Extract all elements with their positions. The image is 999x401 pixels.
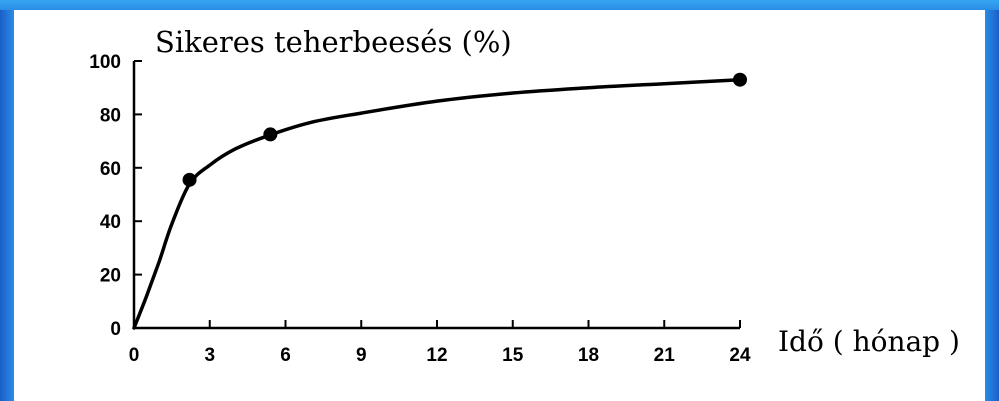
y-tick-label: 0 [110, 319, 121, 340]
ticks: 0 3 6 9 12 15 18 21 24 0 20 40 60 80 100 [89, 52, 751, 366]
x-tick-label: 21 [654, 345, 676, 366]
y-tick-label: 20 [100, 266, 121, 287]
data-point [733, 72, 747, 87]
x-tick-label: 0 [129, 345, 140, 366]
x-tick-label: 12 [426, 345, 447, 366]
series-line [132, 77, 742, 330]
slide-panel [14, 10, 985, 401]
x-tick-label: 6 [280, 345, 291, 366]
series [132, 72, 747, 330]
x-tick-label: 3 [204, 345, 215, 366]
data-point [263, 127, 278, 142]
y-tick-label: 80 [100, 105, 121, 126]
top-band [0, 0, 999, 10]
y-tick-label: 40 [100, 212, 121, 233]
x-tick-label: 24 [729, 345, 751, 366]
x-tick-label: 9 [356, 345, 367, 366]
x-axis-label: Idő ( hónap ) [778, 325, 960, 358]
chart-title: Sikeres teherbeesés (%) [155, 25, 512, 59]
x-tick-label: 18 [578, 345, 599, 366]
y-tick-label: 100 [89, 52, 121, 73]
x-tick-label: 15 [502, 345, 524, 366]
y-tick-label: 60 [100, 159, 121, 180]
data-point [182, 172, 197, 187]
